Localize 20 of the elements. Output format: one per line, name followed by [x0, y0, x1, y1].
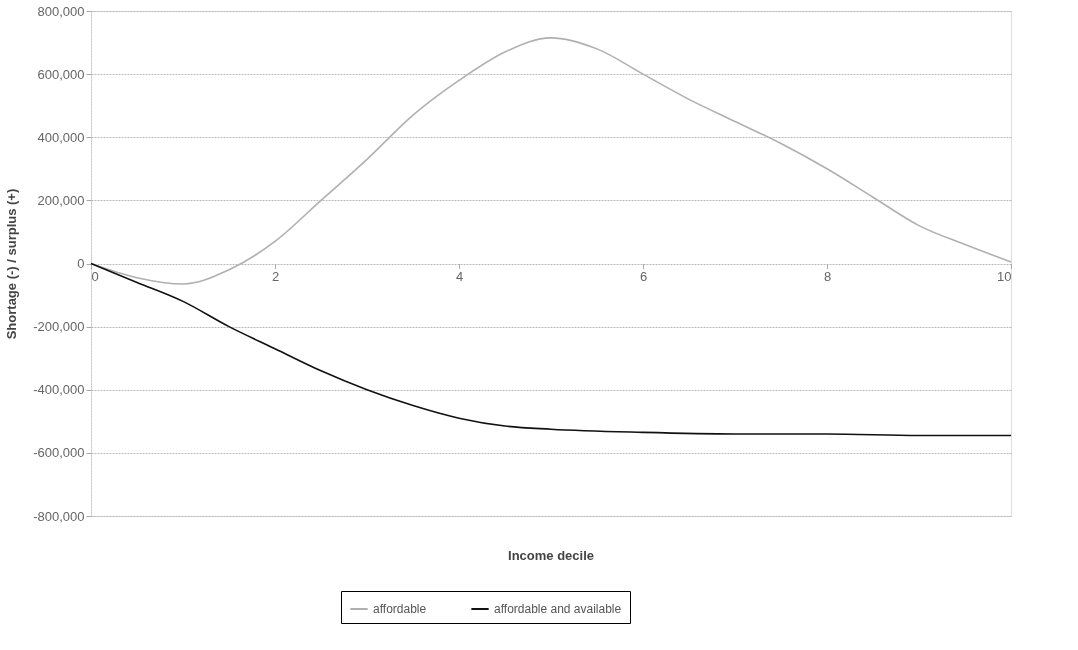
y-tick-label: -200,000 [33, 319, 85, 335]
y-tick-label: 400,000 [37, 129, 85, 145]
y-axis-title: Shortage (-) / surplus (+) [4, 188, 20, 340]
x-tick-label: 4 [455, 269, 464, 284]
y-tick-label: 200,000 [37, 192, 85, 208]
x-axis-title: Income decile [508, 548, 594, 563]
y-tick-label: -400,000 [33, 382, 85, 398]
legend-label: affordable and available [494, 602, 622, 616]
y-tick-label: 800,000 [37, 3, 85, 19]
x-tick-label: 2 [271, 269, 280, 284]
x-tick-label: 6 [639, 269, 648, 284]
x-tick-label: 8 [823, 269, 832, 284]
y-tick-label: 600,000 [37, 66, 85, 82]
legend-label: affordable [373, 602, 427, 616]
x-tick-label: 10 [997, 269, 1012, 284]
y-tick-label: 0 [77, 256, 85, 271]
line-series [90, 262, 1012, 437]
y-tick-label: -800,000 [33, 508, 85, 524]
y-tick-label: -600,000 [33, 445, 85, 461]
x-tick-label: 0 [91, 269, 99, 284]
